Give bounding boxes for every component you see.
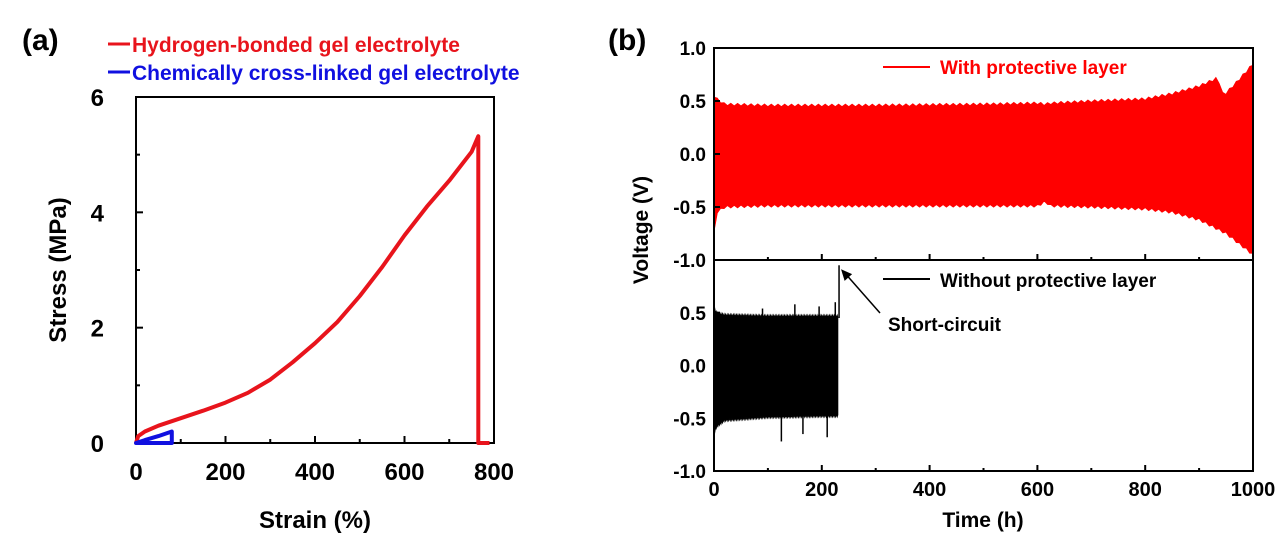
b-y-tick-label: -1.0 <box>673 462 706 483</box>
b-y-tick-label: 0.5 <box>680 92 707 113</box>
panel-b-y-axis-label: Voltage (V) <box>630 176 653 284</box>
b-y-tick-label: 0.0 <box>680 145 706 166</box>
panel-a-label: (a) <box>22 24 59 57</box>
short-circuit-arrow <box>844 272 881 314</box>
a-x-tick-label: 200 <box>205 459 245 486</box>
legend-label-hydrogen: Hydrogen-bonded gel electrolyte <box>132 34 460 57</box>
chemically-crosslinked-curve <box>134 429 174 445</box>
without-protective-layer-voltage-band <box>713 306 839 434</box>
panel-b: (b) 0 200 400 600 800 1000 1.0 0.5 0.0 -0.5 -1.0 0.… <box>608 24 1275 532</box>
b-y-tick-label: 0.0 <box>680 357 706 378</box>
panel-a-ticks: 0 200 400 600 800 0 2 4 6 <box>91 85 514 486</box>
hydrogen-bonded-curve <box>134 134 490 445</box>
with-protective-layer-voltage-band <box>713 64 1254 254</box>
a-y-tick-label: 0 <box>91 431 104 458</box>
panel-b-ticks: 0 200 400 600 800 1000 1.0 0.5 0.0 -0.5 -1.0 0.5 0.0… <box>673 39 1275 501</box>
legend-label-without-layer: Without protective layer <box>940 271 1157 292</box>
panel-b-bottom-series <box>713 265 840 442</box>
a-x-tick-label: 0 <box>129 459 142 486</box>
b-y-tick-label: 1.0 <box>680 39 706 60</box>
b-x-tick-label: 800 <box>1129 479 1162 501</box>
b-y-tick-label: -1.0 <box>673 251 706 272</box>
b-x-tick-label: 200 <box>805 479 838 501</box>
b-x-tick-label: 600 <box>1021 479 1054 501</box>
b-y-tick-label: -0.5 <box>673 409 706 430</box>
panel-a: (a) Hydrogen-bonded gel electrolyte Chem… <box>22 24 520 534</box>
b-y-tick-label: 0.5 <box>680 304 707 325</box>
short-circuit-arrowhead <box>841 269 853 281</box>
short-circuit-label: Short-circuit <box>888 315 1002 336</box>
legend-label-chemical: Chemically cross-linked gel electrolyte <box>132 62 520 85</box>
b-y-tick-label: -0.5 <box>673 198 706 219</box>
a-x-tick-label: 600 <box>384 459 424 486</box>
panel-a-series <box>134 134 490 445</box>
panel-b-x-axis-label: Time (h) <box>942 509 1023 532</box>
a-x-tick-label: 800 <box>474 459 514 486</box>
b-x-tick-label: 400 <box>913 479 946 501</box>
b-x-tick-label: 0 <box>708 479 719 501</box>
a-y-tick-label: 4 <box>91 200 105 227</box>
a-y-tick-label: 2 <box>91 316 104 343</box>
panel-b-label: (b) <box>608 24 646 57</box>
panel-a-x-axis-label: Strain (%) <box>259 507 371 534</box>
b-x-tick-label: 1000 <box>1231 479 1276 501</box>
a-y-tick-label: 6 <box>91 85 104 112</box>
panel-b-legend-bottom: Without protective layer <box>883 271 1157 292</box>
panel-a-plot-frame <box>135 96 495 444</box>
panel-b-top-series <box>713 64 1254 254</box>
a-x-tick-label: 400 <box>295 459 335 486</box>
panel-a-y-axis-label: Stress (MPa) <box>45 197 72 342</box>
panel-b-legend-top: With protective layer <box>883 58 1127 79</box>
panel-a-legend: Hydrogen-bonded gel electrolyte Chemical… <box>108 34 520 85</box>
legend-label-with-layer: With protective layer <box>940 58 1127 79</box>
short-circuit-annotation: Short-circuit <box>841 269 1002 336</box>
